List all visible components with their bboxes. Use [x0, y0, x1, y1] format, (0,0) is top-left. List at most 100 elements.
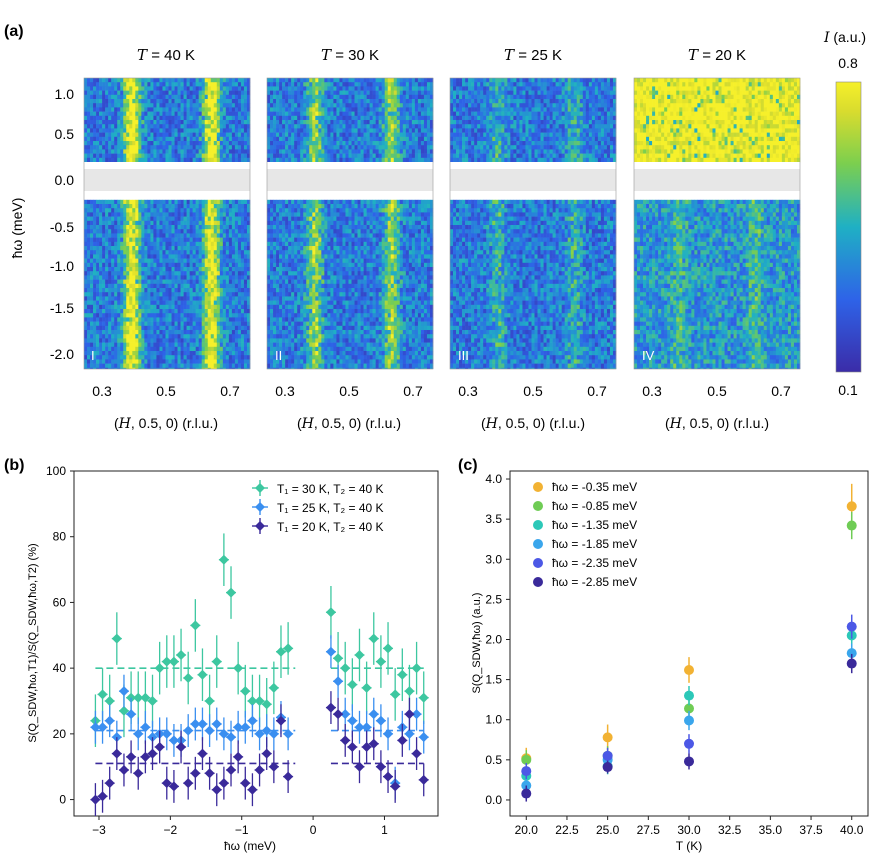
heatmap-cell	[285, 111, 289, 117]
heatmap-cell	[294, 292, 298, 297]
heatmap-cell	[282, 338, 286, 343]
heatmap-cell	[330, 321, 334, 327]
heatmap-cell	[312, 111, 316, 117]
heatmap-cell	[303, 271, 307, 276]
heatmap-cell	[192, 271, 196, 276]
heatmap-cell	[312, 338, 316, 343]
heatmap-cell	[324, 367, 328, 369]
heatmap-cell	[150, 90, 154, 96]
heatmap-cell	[177, 325, 181, 331]
heatmap-cell	[198, 212, 203, 217]
heatmap-cell	[342, 149, 346, 154]
heatmap-cell	[159, 275, 163, 280]
heatmap-cell	[90, 267, 94, 272]
heatmap-cell	[87, 208, 91, 213]
heatmap-cell	[141, 321, 145, 327]
heatmap-cell	[174, 317, 178, 322]
heatmap-cell	[93, 246, 97, 251]
heatmap-cell	[114, 262, 118, 268]
heatmap-cell	[105, 313, 109, 318]
heatmap-cell	[150, 78, 154, 83]
heatmap-cell	[246, 212, 251, 217]
heatmap-cell	[246, 120, 251, 125]
heatmap-cell	[315, 325, 319, 331]
heatmap-cell	[294, 111, 298, 117]
heatmap-cell	[318, 309, 322, 314]
heatmap-cell	[333, 250, 337, 255]
heatmap-cell	[153, 258, 157, 264]
heatmap-cell	[105, 99, 109, 104]
heatmap-cell	[336, 254, 340, 259]
heatmap-cell	[120, 271, 124, 276]
heatmap-cell	[186, 120, 190, 125]
heatmap-cell	[165, 309, 169, 314]
heatmap-cell	[300, 157, 304, 163]
heatmap-cell	[84, 103, 88, 108]
heatmap-cell	[231, 367, 236, 369]
heatmap-cell	[330, 107, 334, 112]
heatmap-cell	[228, 258, 233, 264]
heatmap-cell	[126, 204, 130, 209]
heatmap-cell	[342, 115, 346, 121]
heatmap-cell	[321, 82, 325, 87]
heatmap-cell	[213, 136, 218, 142]
heatmap-cell	[285, 313, 289, 318]
heatmap-cell	[111, 141, 115, 146]
heatmap-cell	[102, 99, 106, 104]
heatmap-cell	[147, 342, 151, 348]
heatmap-cell	[195, 241, 199, 247]
heatmap-cell	[345, 250, 349, 255]
heatmap-cell	[279, 78, 283, 83]
heatmap-cell	[108, 90, 112, 96]
heatmap-cell	[102, 136, 106, 142]
heatmap-cell	[222, 279, 227, 285]
heatmap-cell	[144, 94, 148, 100]
heatmap-cell	[111, 342, 115, 348]
heatmap-cell	[306, 338, 310, 343]
heatmap-cell	[105, 136, 109, 142]
heatmap-cell	[237, 103, 242, 108]
heatmap-cell	[318, 157, 322, 163]
heatmap-cell	[234, 216, 239, 222]
heatmap-cell	[105, 208, 109, 213]
heatmap-cell	[234, 334, 239, 339]
heatmap-cell	[198, 78, 203, 83]
heatmap-cell	[117, 342, 121, 348]
heatmap-cell	[327, 246, 331, 251]
heatmap-cell	[114, 99, 118, 104]
heatmap-cell	[189, 132, 193, 138]
heatmap-cell	[294, 351, 298, 356]
heatmap-cell	[231, 313, 236, 318]
heatmap-cell	[309, 262, 313, 268]
heatmap-cell	[99, 128, 103, 133]
heatmap-cell	[90, 78, 94, 83]
heatmap-cell	[333, 149, 337, 154]
heatmap-cell	[168, 317, 172, 322]
heatmap-cell	[243, 283, 248, 289]
heatmap-cell	[93, 254, 97, 259]
heatmap-cell	[120, 153, 124, 159]
heatmap-cell	[282, 296, 286, 301]
heatmap-cell	[222, 237, 227, 243]
heatmap-cell	[222, 334, 227, 339]
heatmap-cell	[300, 86, 304, 91]
heatmap-cell	[195, 321, 199, 327]
heatmap-cell	[123, 136, 127, 142]
heatmap-cell	[126, 342, 130, 348]
heatmap-cell	[159, 304, 163, 310]
heatmap-cell	[309, 351, 313, 356]
xtick-label: 0.5	[156, 383, 176, 399]
heatmap-cell	[87, 304, 91, 310]
heatmap-cell	[189, 292, 193, 297]
heatmap-cell	[282, 157, 286, 163]
heatmap-cell	[189, 220, 193, 226]
heatmap-cell	[162, 229, 166, 234]
heatmap-cell	[165, 258, 169, 264]
heatmap-cell	[321, 233, 325, 238]
heatmap-cell	[111, 86, 115, 91]
heatmap-cell	[141, 313, 145, 318]
heatmap-cell	[123, 313, 127, 318]
heatmap-cell	[126, 246, 130, 251]
heatmap-cell	[192, 367, 196, 369]
heatmap-cell	[216, 237, 221, 243]
